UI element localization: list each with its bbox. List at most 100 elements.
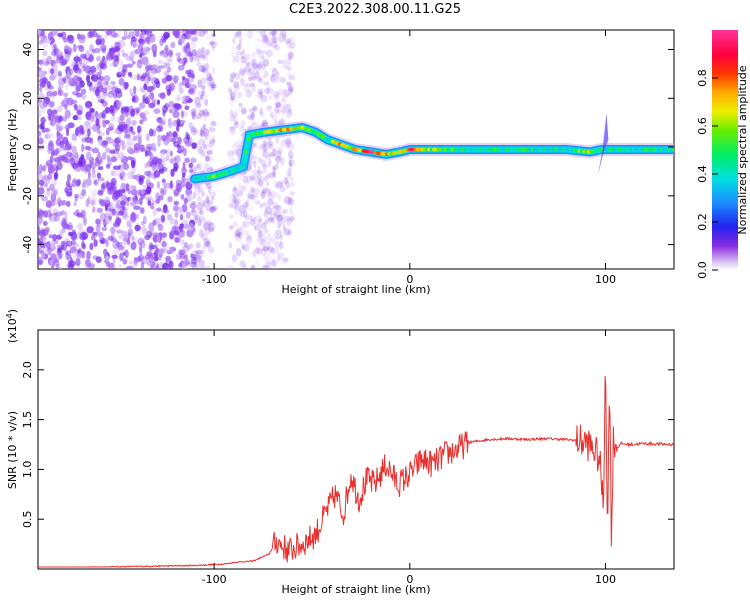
noise-speckle bbox=[144, 234, 151, 241]
noise-speckle bbox=[77, 126, 80, 131]
noise-speckle bbox=[78, 192, 85, 200]
noise-speckle bbox=[73, 43, 77, 53]
noise-speckle bbox=[261, 38, 267, 43]
noise-speckle bbox=[276, 252, 281, 262]
noise-speckle bbox=[80, 53, 87, 59]
noise-speckle bbox=[100, 44, 107, 52]
noise-speckle bbox=[250, 193, 256, 201]
noise-speckle bbox=[261, 54, 265, 60]
noise-speckle bbox=[148, 85, 155, 92]
noise-speckle bbox=[239, 211, 243, 217]
noise-speckle bbox=[196, 193, 201, 200]
noise-speckle bbox=[285, 109, 293, 119]
noise-speckle bbox=[201, 84, 206, 90]
noise-speckle bbox=[265, 171, 270, 179]
noise-speckle bbox=[45, 127, 49, 132]
frequency-trace-layer bbox=[188, 112, 674, 186]
noise-speckle bbox=[270, 216, 275, 224]
noise-speckle bbox=[269, 256, 275, 265]
noise-speckle bbox=[236, 44, 242, 51]
noise-speckle bbox=[38, 137, 44, 145]
noise-speckle bbox=[274, 106, 280, 114]
noise-speckle bbox=[277, 207, 281, 216]
noise-speckle bbox=[240, 106, 247, 115]
noise-speckle bbox=[207, 226, 215, 233]
noise-speckle bbox=[191, 250, 199, 256]
noise-speckle bbox=[196, 62, 202, 67]
noise-speckle bbox=[96, 172, 101, 179]
noise-speckle bbox=[194, 254, 202, 261]
noise-speckle bbox=[76, 116, 82, 121]
noise-speckle bbox=[228, 202, 233, 209]
noise-speckle bbox=[246, 251, 253, 257]
noise-speckle bbox=[144, 150, 148, 158]
noise-speckle bbox=[123, 128, 129, 134]
noise-speckle bbox=[185, 211, 191, 219]
noise-speckle bbox=[264, 155, 270, 162]
noise-speckle bbox=[262, 81, 270, 86]
noise-speckle bbox=[38, 130, 42, 137]
noise-speckle bbox=[81, 250, 86, 259]
noise-speckle bbox=[138, 254, 144, 262]
noise-speckle bbox=[179, 145, 185, 153]
noise-speckle bbox=[247, 70, 253, 80]
noise-speckle bbox=[169, 218, 174, 226]
noise-speckle bbox=[281, 96, 287, 104]
noise-speckle bbox=[283, 177, 289, 185]
noise-speckle bbox=[109, 149, 116, 154]
noise-speckle bbox=[232, 148, 238, 157]
noise-speckle bbox=[57, 155, 65, 162]
noise-speckle bbox=[64, 84, 69, 91]
noise-speckle bbox=[93, 239, 98, 248]
noise-speckle bbox=[42, 220, 48, 226]
noise-speckle bbox=[110, 114, 116, 123]
noise-speckle bbox=[146, 66, 152, 71]
noise-speckle bbox=[255, 48, 261, 55]
noise-speckle bbox=[97, 98, 105, 104]
noise-speckle bbox=[87, 196, 91, 205]
noise-speckle bbox=[151, 99, 156, 107]
noise-speckle bbox=[202, 127, 210, 136]
noise-speckle bbox=[199, 94, 204, 100]
noise-speckle bbox=[286, 70, 292, 79]
noise-speckle bbox=[275, 71, 281, 80]
noise-speckle bbox=[63, 76, 67, 83]
noise-speckle bbox=[228, 156, 236, 163]
noise-speckle bbox=[263, 251, 270, 261]
snr-ylabel: SNR (10 * v/v) bbox=[6, 411, 19, 489]
noise-speckle bbox=[174, 97, 182, 102]
noise-speckle bbox=[203, 204, 210, 212]
noise-speckle bbox=[202, 244, 206, 250]
noise-speckle bbox=[203, 163, 210, 172]
noise-speckle bbox=[174, 31, 180, 39]
noise-speckle bbox=[199, 207, 204, 214]
noise-speckle bbox=[140, 221, 145, 226]
noise-speckle bbox=[38, 210, 45, 216]
noise-speckle bbox=[268, 158, 272, 168]
noise-speckle bbox=[54, 258, 59, 263]
noise-speckle bbox=[267, 39, 272, 47]
noise-speckle bbox=[38, 109, 42, 118]
noise-speckle bbox=[74, 193, 80, 199]
noise-speckle bbox=[156, 207, 162, 212]
noise-speckle bbox=[259, 238, 267, 247]
noise-speckle bbox=[273, 93, 280, 101]
noise-speckle bbox=[172, 110, 180, 119]
noise-speckle bbox=[229, 126, 236, 135]
noise-speckle bbox=[232, 55, 235, 65]
noise-speckle bbox=[83, 179, 87, 184]
noise-speckle bbox=[270, 247, 276, 255]
noise-speckle bbox=[228, 195, 233, 203]
noise-speckle bbox=[211, 84, 215, 90]
noise-speckle bbox=[153, 170, 161, 178]
noise-speckle bbox=[287, 196, 293, 206]
noise-speckle bbox=[290, 177, 295, 182]
noise-speckle bbox=[286, 66, 292, 71]
noise-speckle bbox=[198, 259, 205, 268]
noise-speckle bbox=[251, 105, 258, 111]
x-tick-label: 100 bbox=[595, 273, 616, 286]
noise-speckle bbox=[251, 51, 256, 58]
noise-speckle bbox=[151, 164, 157, 170]
noise-speckle bbox=[193, 99, 200, 109]
noise-speckle bbox=[139, 119, 144, 125]
